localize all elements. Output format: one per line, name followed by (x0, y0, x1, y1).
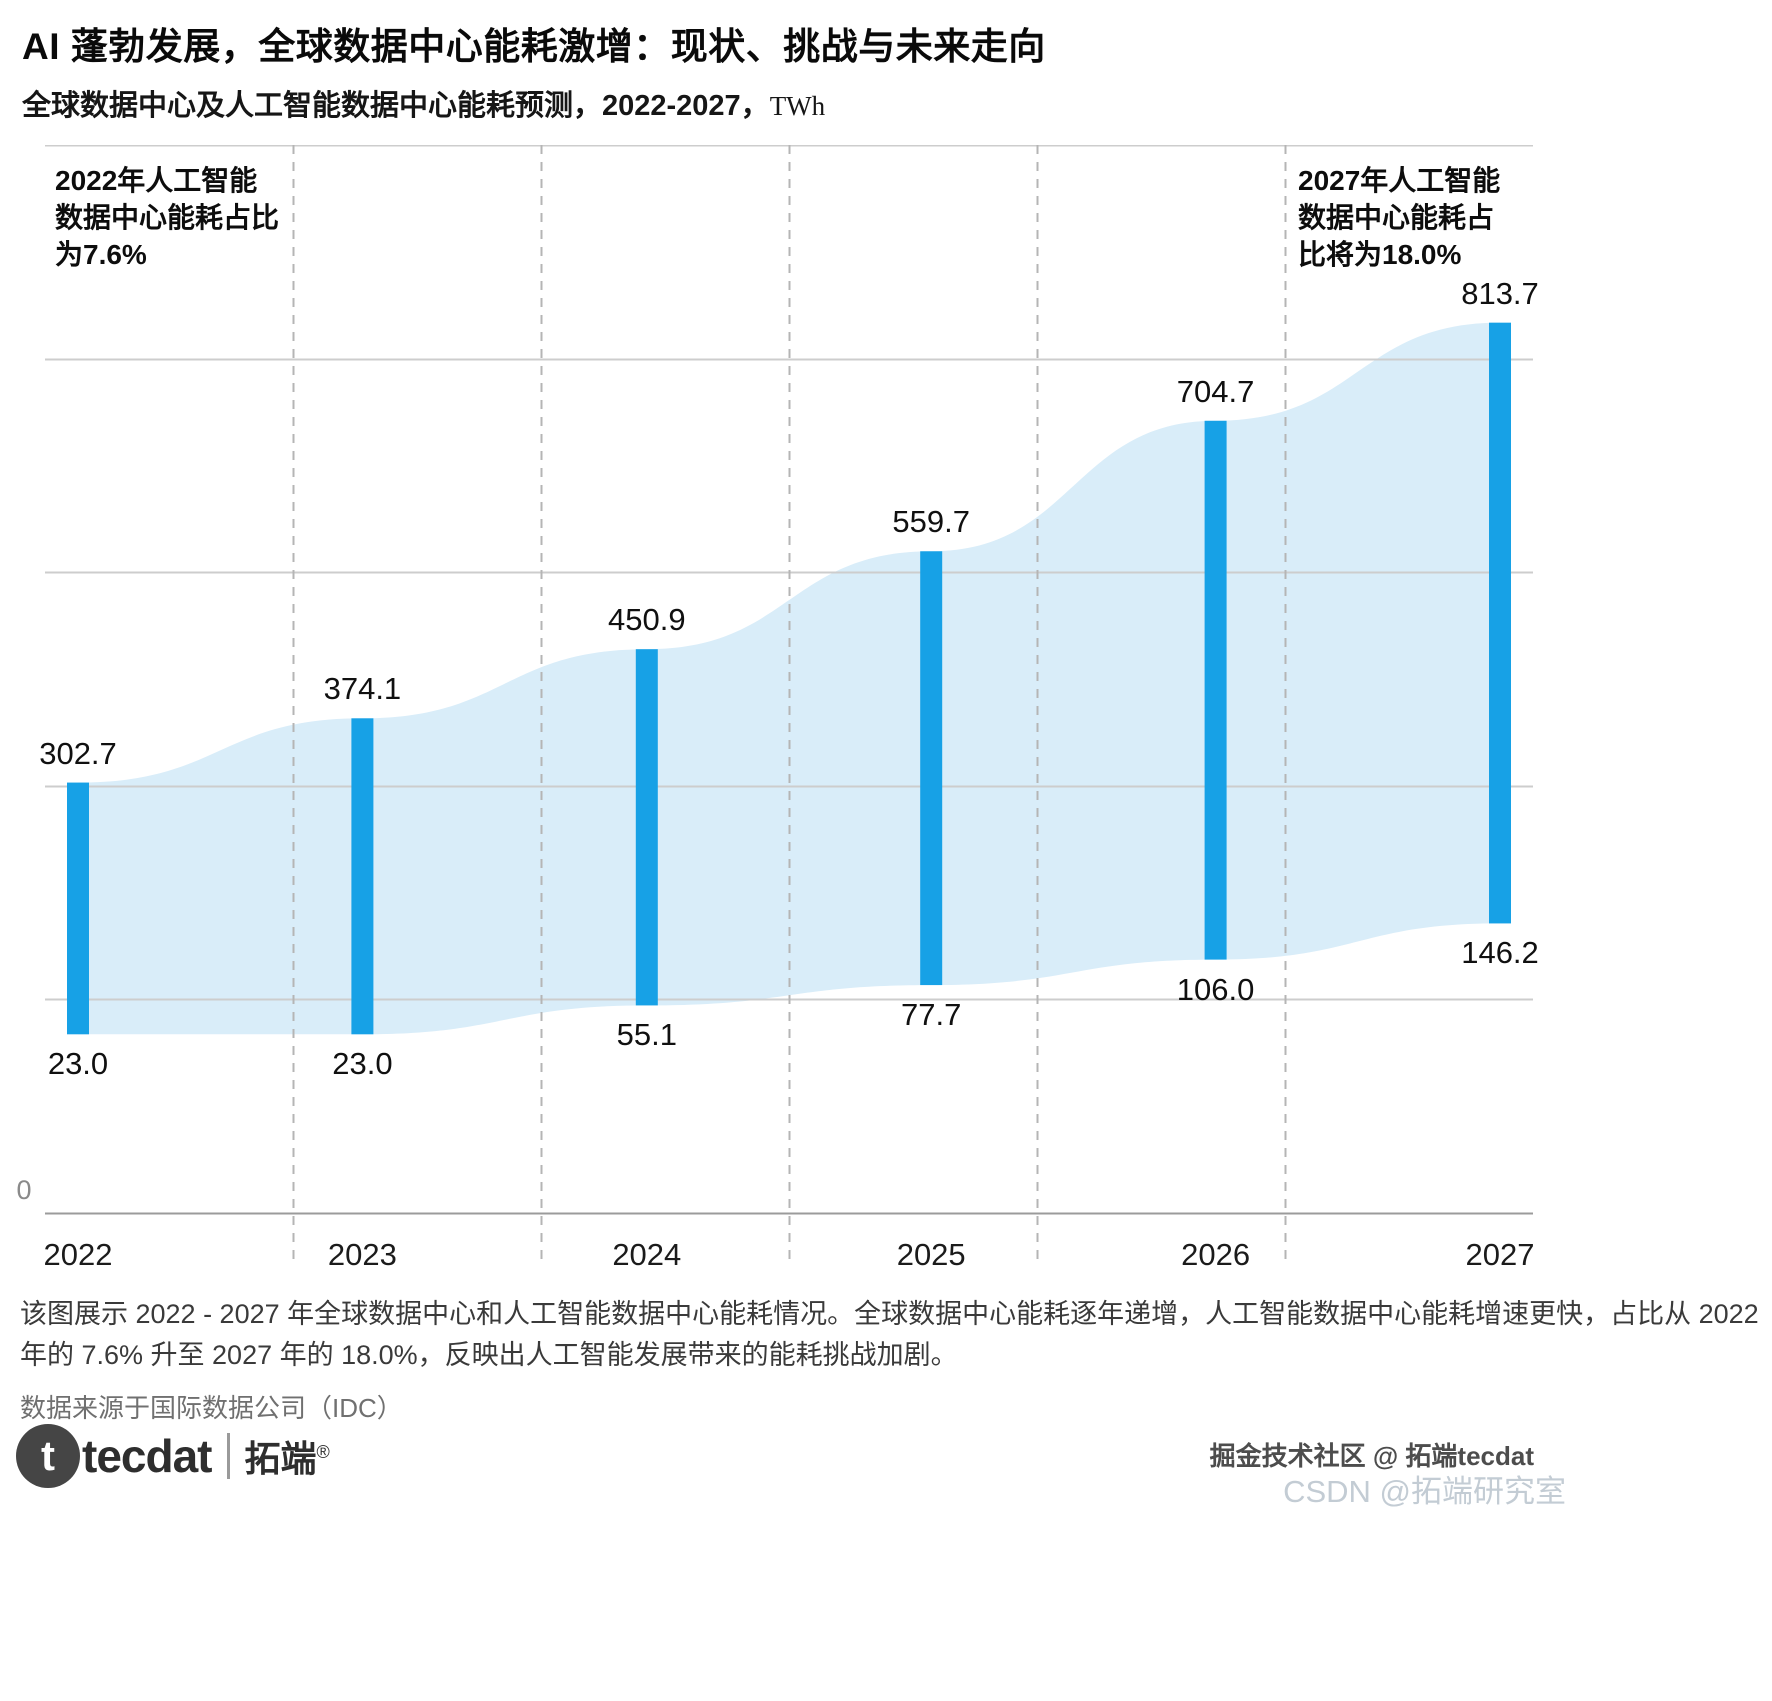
range-bar-2024 (635, 649, 658, 1006)
chart-caption: 该图展示 2022 - 2027 年全球数据中心和人工智能数据中心能耗情况。全球… (20, 1299, 1759, 1370)
subtitle-unit: TWh (769, 91, 826, 121)
range-bar-2023 (351, 718, 374, 1035)
tecdat-logo: t tecdat 拓端® (16, 1424, 330, 1488)
logo-circle-letter: t (41, 1432, 55, 1479)
range-bar-2022 (67, 782, 89, 1035)
subtitle-text: 全球数据中心及人工智能数据中心能耗预测，2022-2027， (22, 90, 770, 122)
tecdat-logo-circle: t (16, 1424, 80, 1488)
range-bar-2027 (1489, 322, 1511, 924)
logo-brand-cn: 拓端® (244, 1430, 329, 1482)
logo-divider (227, 1433, 231, 1479)
logo-brand-text: tecdat (82, 1430, 212, 1482)
annotation-2022-ai-share: 2022年人工智能 数据中心能耗占比 为7.6% (55, 165, 280, 270)
watermark-csdn: CSDN @拓端研究室 (1283, 1474, 1566, 1509)
y-axis-zero-label: 0 (16, 1175, 32, 1205)
energy-chart-svg (45, 145, 1533, 1267)
registered-mark: ® (316, 1442, 330, 1462)
annotation-2027-ai-share: 2027年人工智能 数据中心能耗占 比将为18.0% (1298, 165, 1501, 270)
chart-subtitle: 全球数据中心及人工智能数据中心能耗预测，2022-2027，TWh (22, 82, 825, 124)
chart-plot-area: 302.7 23.0 2022 374.1 23.0 2023 450.9 55.1 2024 5… (16, 145, 1539, 1275)
range-bar-2026 (1204, 420, 1227, 960)
logo-brand-cn-text: 拓端 (244, 1438, 317, 1479)
watermark-juejin: 掘金技术社区 @ 拓端tecdat (1209, 1441, 1534, 1471)
page-title: AI 蓬勃发展，全球数据中心能耗激增：现状、挑战与未来走向 (22, 26, 1046, 67)
data-source: 数据来源于国际数据公司（IDC） (20, 1393, 403, 1423)
range-bar-2025 (920, 551, 943, 986)
